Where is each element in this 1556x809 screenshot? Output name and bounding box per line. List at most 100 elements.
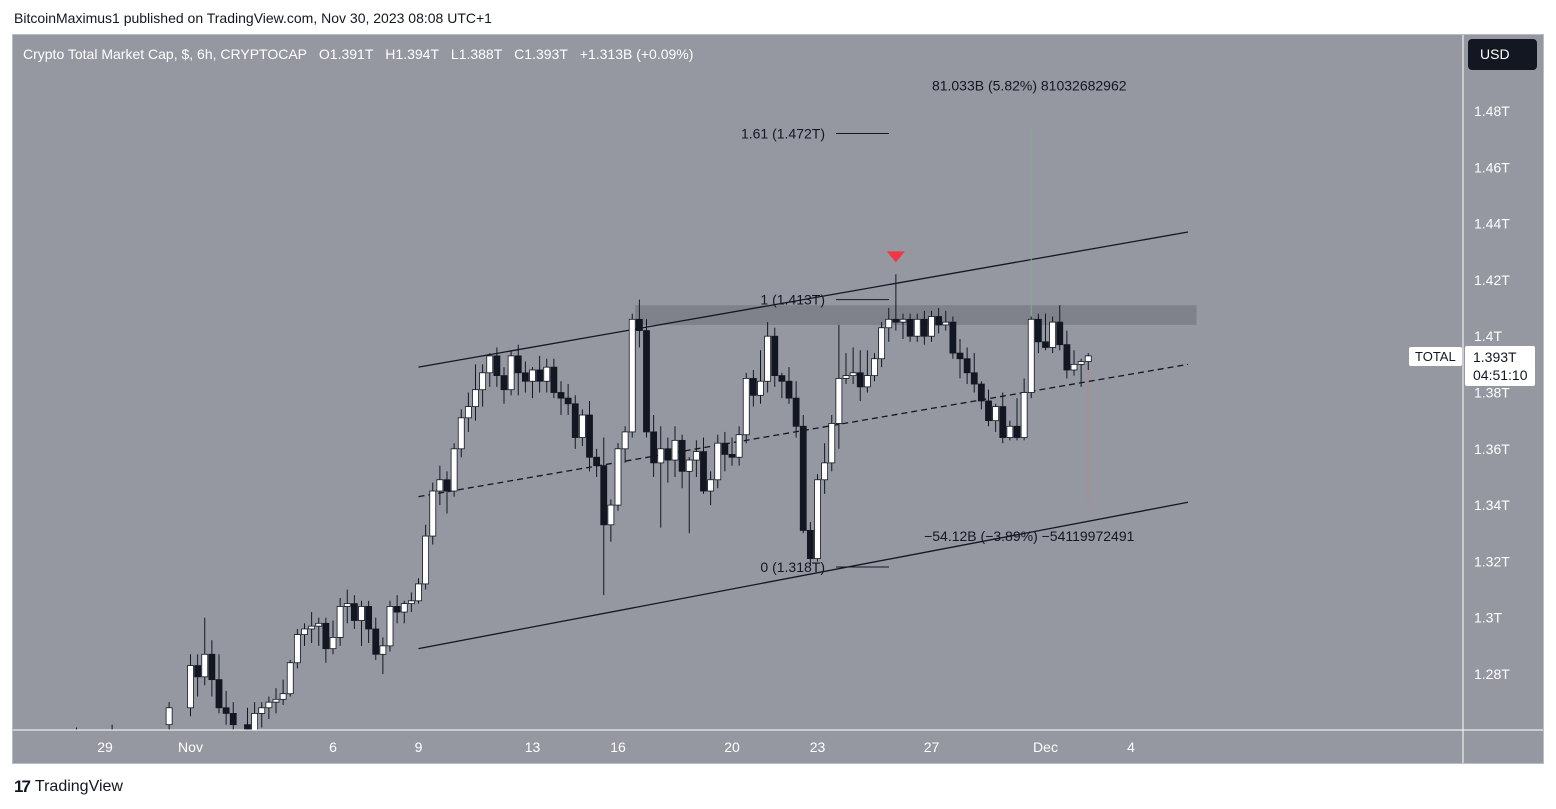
candle-up	[742, 378, 750, 436]
candle-up	[871, 358, 878, 377]
x-tick-label: 9	[415, 739, 423, 755]
publisher-credit: BitcoinMaximus1 published on TradingView…	[14, 10, 492, 26]
candle-down	[920, 318, 928, 337]
y-tick-label: 1.38T	[1474, 385, 1510, 401]
currency-button[interactable]: USD	[1468, 39, 1537, 70]
candlestick-chart[interactable]: 1.61 (1.472T) 1 (1.413T) 0 (1.318T) 81.033B…	[13, 35, 1543, 763]
candle-up	[814, 479, 821, 559]
candle-down	[208, 653, 216, 681]
candle-down	[1056, 321, 1064, 346]
candle-down	[1042, 341, 1049, 348]
high-label: H	[385, 46, 396, 62]
high-value: 1.394T	[395, 46, 439, 62]
candle-up	[928, 316, 935, 337]
open-label: O	[318, 46, 330, 62]
candle-up	[913, 318, 921, 337]
candle-up	[764, 335, 772, 382]
candle-up	[386, 606, 394, 647]
candle-up	[657, 448, 665, 464]
candle-up	[1006, 425, 1014, 438]
candle-down	[81, 744, 87, 750]
candle-up	[607, 504, 615, 526]
candle-up	[863, 375, 871, 388]
candle-down	[372, 628, 380, 655]
symbol-name[interactable]: Crypto Total Market Cap, $, 6h, CRYPTOCA…	[23, 46, 308, 62]
x-tick-label: 16	[610, 739, 626, 755]
candle-up	[707, 479, 715, 492]
candle-up	[849, 372, 857, 377]
candle-down	[792, 397, 800, 427]
open-value: 1.391T	[329, 46, 374, 62]
candle-up	[422, 535, 430, 585]
candle-down	[194, 665, 202, 678]
candle-up	[486, 355, 494, 374]
symbol-legend: Crypto Total Market Cap, $, 6h, CRYPTOCA…	[23, 46, 693, 62]
candle-up	[329, 637, 337, 650]
y-tick-label: 1.36T	[1474, 441, 1510, 457]
candle-down	[557, 392, 565, 399]
last-price-value: 1.393T	[1473, 349, 1517, 365]
candle-down	[749, 378, 757, 396]
candle-down	[74, 736, 80, 744]
candle-up	[407, 600, 415, 605]
last-price-tag: 1.393T 04:51:10	[1465, 346, 1535, 386]
candle-down	[500, 375, 508, 391]
candle-down	[785, 380, 793, 399]
measure-annotation: −54.12B (−3.89%) −54119972491	[924, 528, 1135, 544]
candle-down	[593, 456, 601, 467]
candle-down	[393, 606, 401, 613]
y-tick-label: 1.44T	[1474, 216, 1510, 232]
tradingview-logo-icon: 17	[14, 777, 31, 796]
candle-up	[828, 423, 836, 464]
candle-up	[835, 378, 843, 424]
candle-up	[436, 479, 444, 492]
candle-down	[222, 707, 230, 714]
x-tick-label: 27	[924, 739, 940, 755]
candle-up	[878, 327, 886, 360]
candle-up	[507, 355, 515, 391]
candle-up	[628, 318, 636, 433]
candle-down	[493, 355, 501, 377]
candle-down	[956, 352, 964, 360]
candle-down	[771, 335, 779, 377]
candle-up	[578, 414, 586, 438]
candle-up	[1077, 361, 1085, 365]
candle-down	[728, 454, 736, 458]
candle-up	[464, 406, 472, 419]
candle-up	[1027, 318, 1035, 393]
candle-down	[365, 606, 373, 630]
tradingview-brand[interactable]: 17 TradingView	[14, 777, 123, 797]
candle-down	[799, 425, 807, 531]
candle-down	[778, 375, 786, 382]
candle-down	[721, 442, 729, 455]
candle-down	[806, 530, 814, 559]
candle-down	[970, 372, 978, 385]
candle-up	[543, 366, 551, 382]
candle-up	[992, 406, 1000, 422]
plot-area: 1.61 (1.472T) 1 (1.413T) 0 (1.318T) 81.033B…	[74, 78, 1197, 750]
candle-up	[685, 459, 693, 472]
candle-down	[322, 622, 330, 650]
x-tick-label: 29	[97, 739, 113, 755]
close-label: C	[514, 46, 525, 62]
candle-up	[735, 434, 743, 458]
low-value: 1.388T	[458, 46, 503, 62]
candle-up	[187, 665, 194, 709]
candle-up	[201, 653, 209, 678]
candle-up	[251, 713, 259, 730]
chart-frame[interactable]: 1.61 (1.472T) 1 (1.413T) 0 (1.318T) 81.033B…	[12, 34, 1544, 764]
candle-up	[885, 318, 893, 329]
candle-down	[963, 358, 971, 374]
x-tick-label: 6	[329, 739, 337, 755]
candle-down	[700, 451, 707, 492]
candle-down	[985, 400, 992, 422]
candle-up	[400, 603, 408, 613]
candle-down	[643, 330, 650, 433]
candle-up	[472, 389, 479, 407]
candle-down	[906, 318, 914, 337]
candle-up	[757, 380, 764, 396]
candle-up	[1049, 321, 1057, 348]
x-tick-label: 13	[525, 739, 541, 755]
candle-down	[949, 321, 957, 354]
candle-up	[479, 372, 487, 391]
